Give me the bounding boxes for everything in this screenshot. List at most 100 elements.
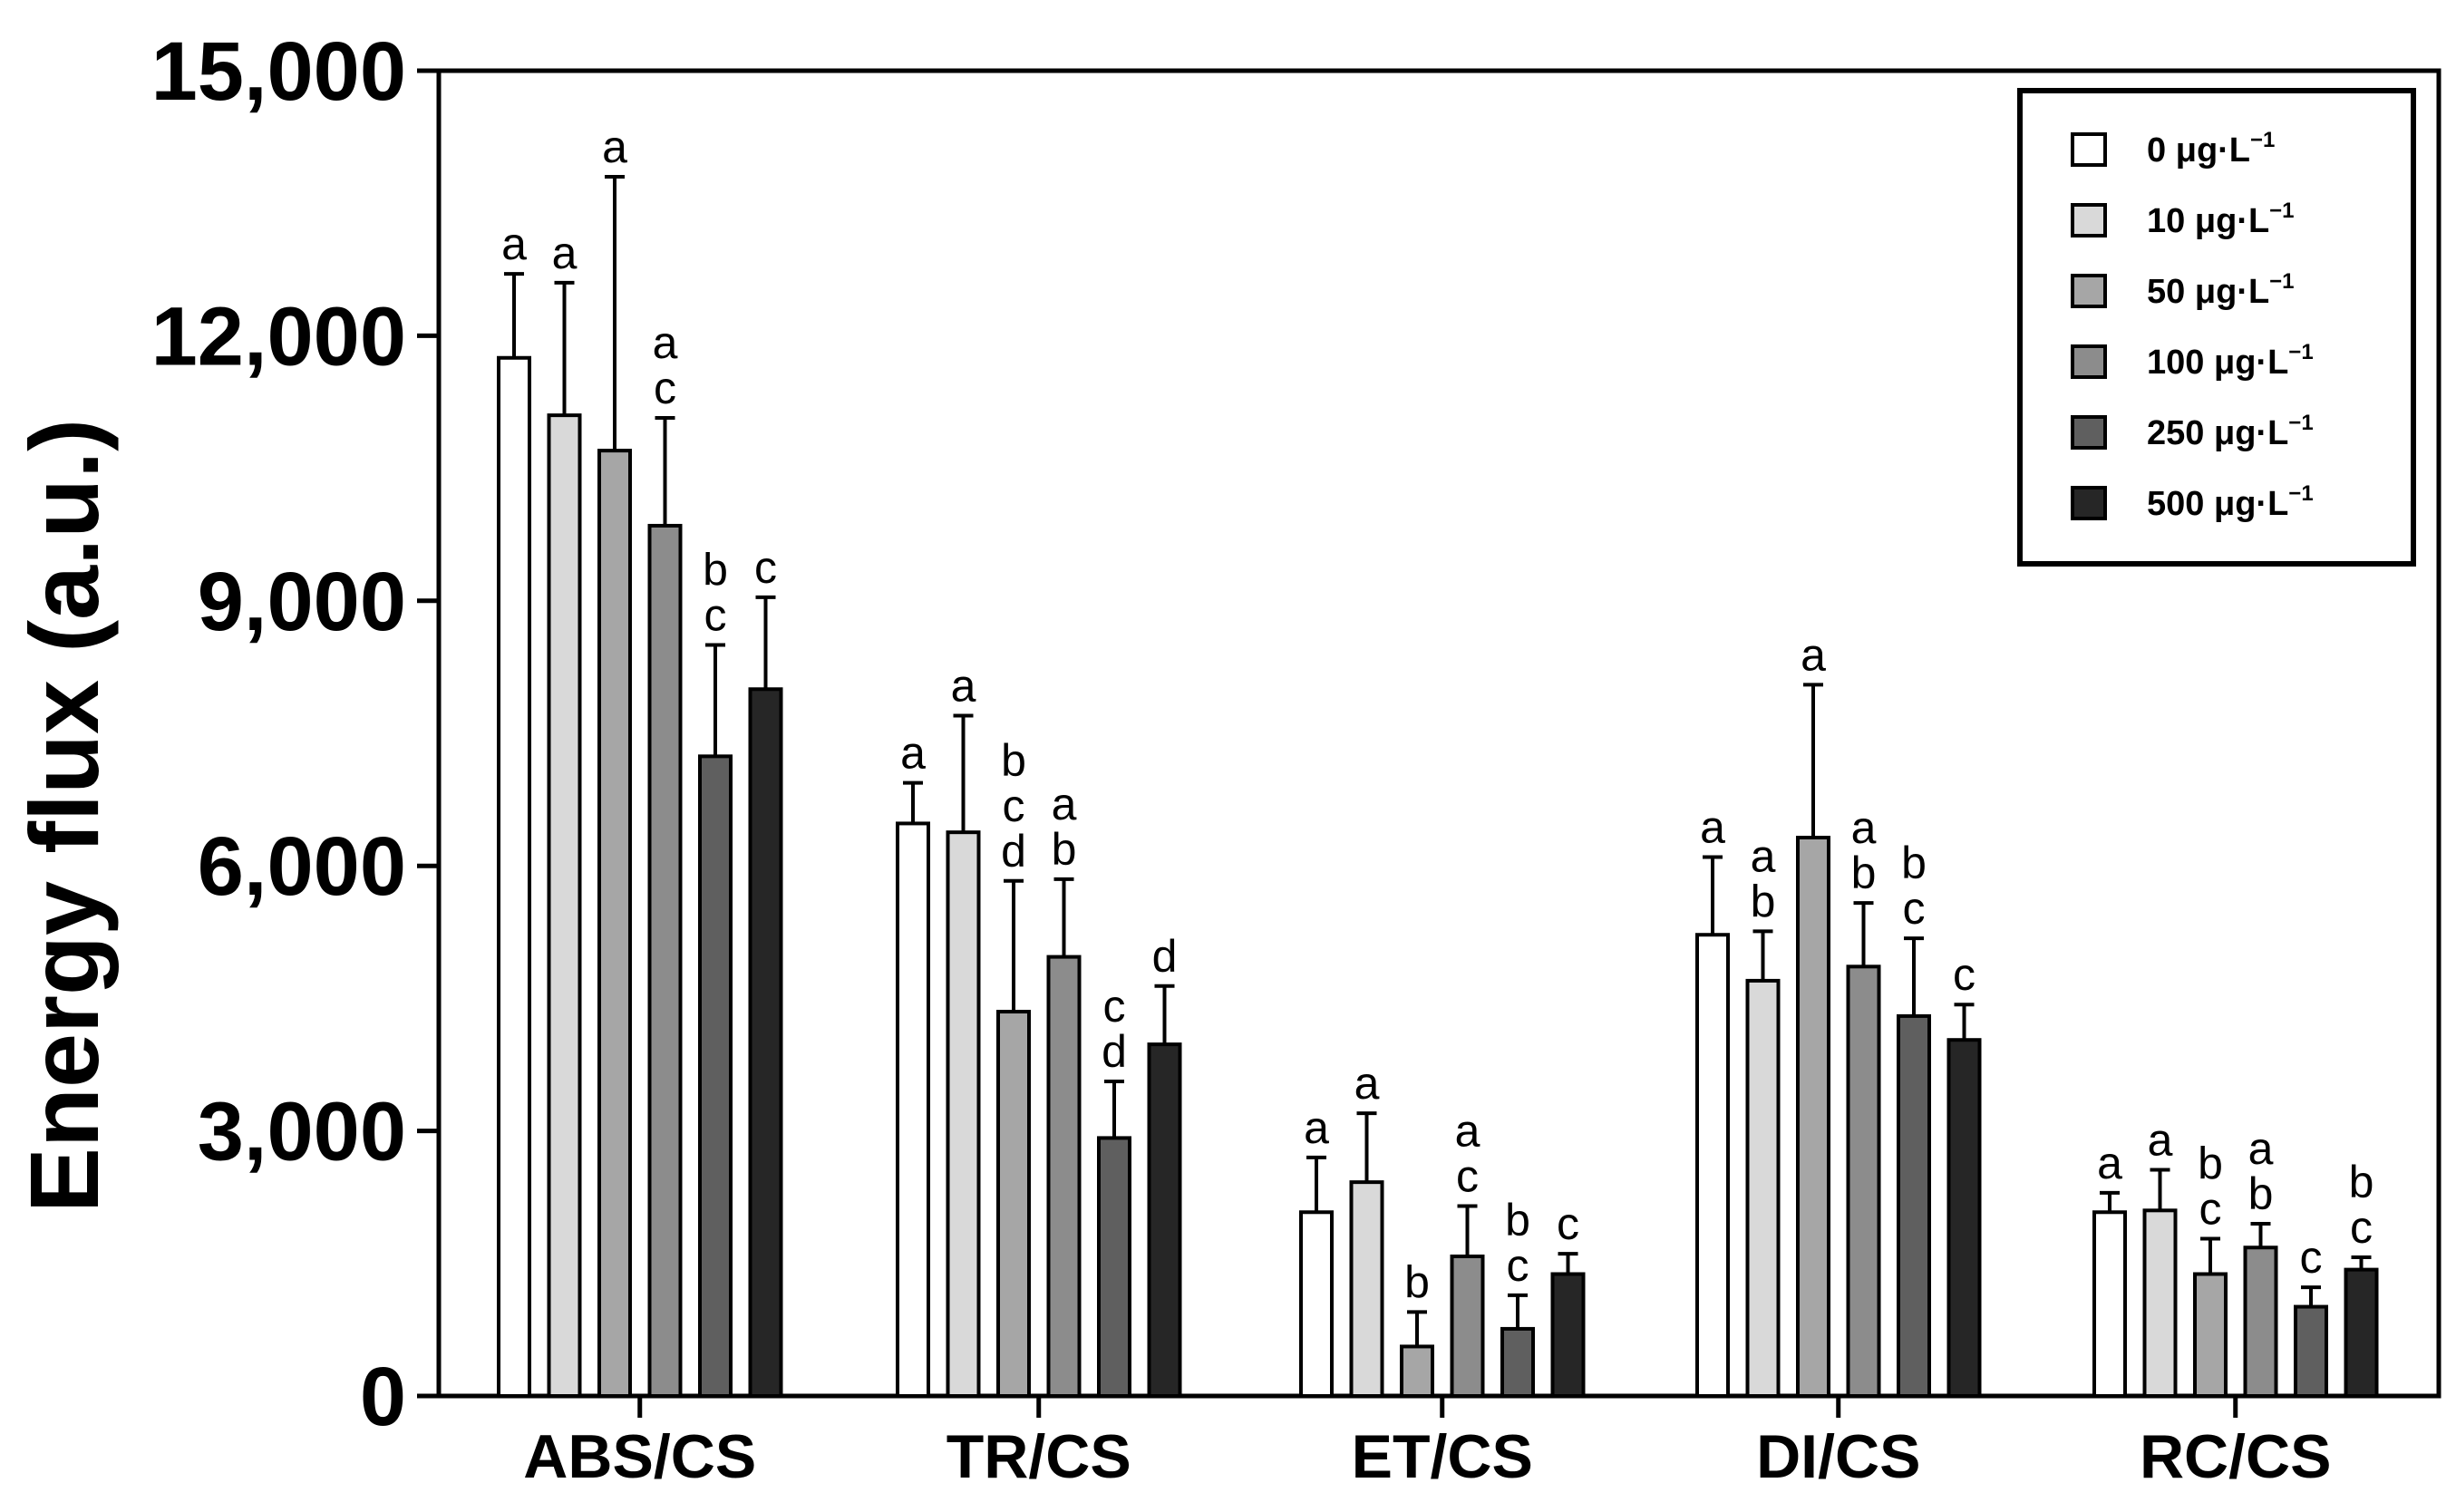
bar [2243,1245,2278,1398]
bar [1695,933,1730,1398]
bar [1745,978,1781,1398]
bar [1450,1255,1485,1399]
significance-letter: b [2349,1157,2374,1207]
x-category-label: TR/CS [946,1422,1131,1491]
x-category-label: ABS/CS [523,1422,756,1491]
legend-label-exponent: −1 [2269,199,2294,223]
significance-letter: b [1901,838,1927,888]
significance-letter: c [2350,1202,2373,1253]
x-category-label: DI/CS [1756,1422,1920,1491]
x-category-label: ET/CS [1352,1422,1533,1491]
significance-letter: b [1751,876,1776,926]
significance-letter: a [653,317,678,368]
legend-swatch [2071,486,2107,520]
bar [996,1010,1031,1399]
significance-letter: a [2148,1114,2173,1165]
significance-letter: c [2199,1184,2222,1235]
significance-letter: c [704,590,727,641]
significance-letter: c [1953,949,1975,1000]
bar [1046,955,1082,1399]
significance-letter: c [1557,1198,1579,1249]
bar [497,355,531,1398]
bar [2344,1267,2379,1399]
legend-label: 500 μg·L−1 [2147,481,2314,523]
significance-letter: c [1903,883,1926,934]
legend-label-exponent: −1 [2269,269,2294,294]
y-tick-label: 12,000 [151,290,406,383]
significance-letter: b [1001,735,1026,786]
significance-letter: d [1001,826,1026,877]
significance-letter: b [1404,1256,1430,1307]
bar [547,413,582,1398]
bar [1400,1344,1434,1399]
significance-letter: b [703,545,728,596]
significance-letter: b [2248,1168,2274,1219]
significance-letter: a [1700,801,1725,852]
significance-letter: c [2300,1232,2323,1283]
significance-letter: a [2248,1123,2274,1174]
significance-letter: c [1507,1240,1529,1291]
significance-letter: a [900,728,926,779]
legend-swatch [2071,203,2107,237]
legend-swatch [2071,274,2107,308]
significance-letter: d [1102,1026,1127,1077]
significance-letter: a [1304,1102,1329,1153]
legend-label-exponent: −1 [2288,411,2313,435]
y-tick-label: 6,000 [198,820,406,913]
bar [597,449,632,1398]
legend-swatch [2071,344,2107,379]
significance-letter: c [1003,780,1025,831]
y-tick-label: 0 [360,1351,406,1443]
significance-letter: b [1851,848,1877,898]
bar [1500,1326,1535,1398]
significance-letter: a [1455,1105,1480,1156]
legend-label: 100 μg·L−1 [2147,340,2314,382]
y-axis-title: Energy flux (a.u.) [9,419,119,1213]
legend-swatch [2071,132,2107,167]
bar [1550,1272,1586,1398]
bar [1147,1042,1182,1398]
y-tick-label: 15,000 [151,25,406,118]
legend-swatch [2071,415,2107,450]
bar [896,821,930,1398]
bar [748,687,783,1398]
bar [2294,1304,2328,1399]
significance-letter: a [501,218,527,269]
significance-letter: b [2198,1139,2223,1189]
legend-label: 250 μg·L−1 [2147,411,2314,452]
legend-label-exponent: −1 [2288,481,2313,506]
significance-letter: c [754,542,777,593]
significance-letter: a [1052,779,1077,829]
significance-letter: c [1103,981,1126,1032]
legend-frame [2017,88,2416,567]
legend-label-exponent: −1 [2288,340,2313,364]
bar [1897,1013,1931,1398]
legend-label-exponent: −1 [2250,128,2275,152]
significance-letter: b [1052,824,1077,875]
significance-letter: a [1354,1058,1380,1109]
bar [2092,1210,2127,1398]
significance-letter: b [1505,1195,1530,1245]
significance-letter: a [951,661,976,712]
y-axis-title-group: Energy flux (a.u.) [9,419,119,1213]
bar [1299,1210,1334,1398]
bar [698,754,733,1398]
significance-letter: c [1456,1150,1479,1201]
y-tick-label: 9,000 [198,556,406,648]
bar [1796,836,1830,1398]
significance-letter: d [1152,931,1178,982]
x-category-label: RC/CS [2140,1422,2332,1491]
bar [1349,1180,1384,1398]
bar [1846,964,1881,1398]
significance-letter: a [552,228,578,278]
plot-frame [436,68,2441,1399]
y-tick-label: 3,000 [198,1086,406,1178]
significance-letter: a [602,121,627,172]
significance-letter: a [1851,802,1877,853]
bar [647,523,683,1398]
significance-letter: a [2097,1138,2122,1188]
significance-letter: c [654,363,676,413]
